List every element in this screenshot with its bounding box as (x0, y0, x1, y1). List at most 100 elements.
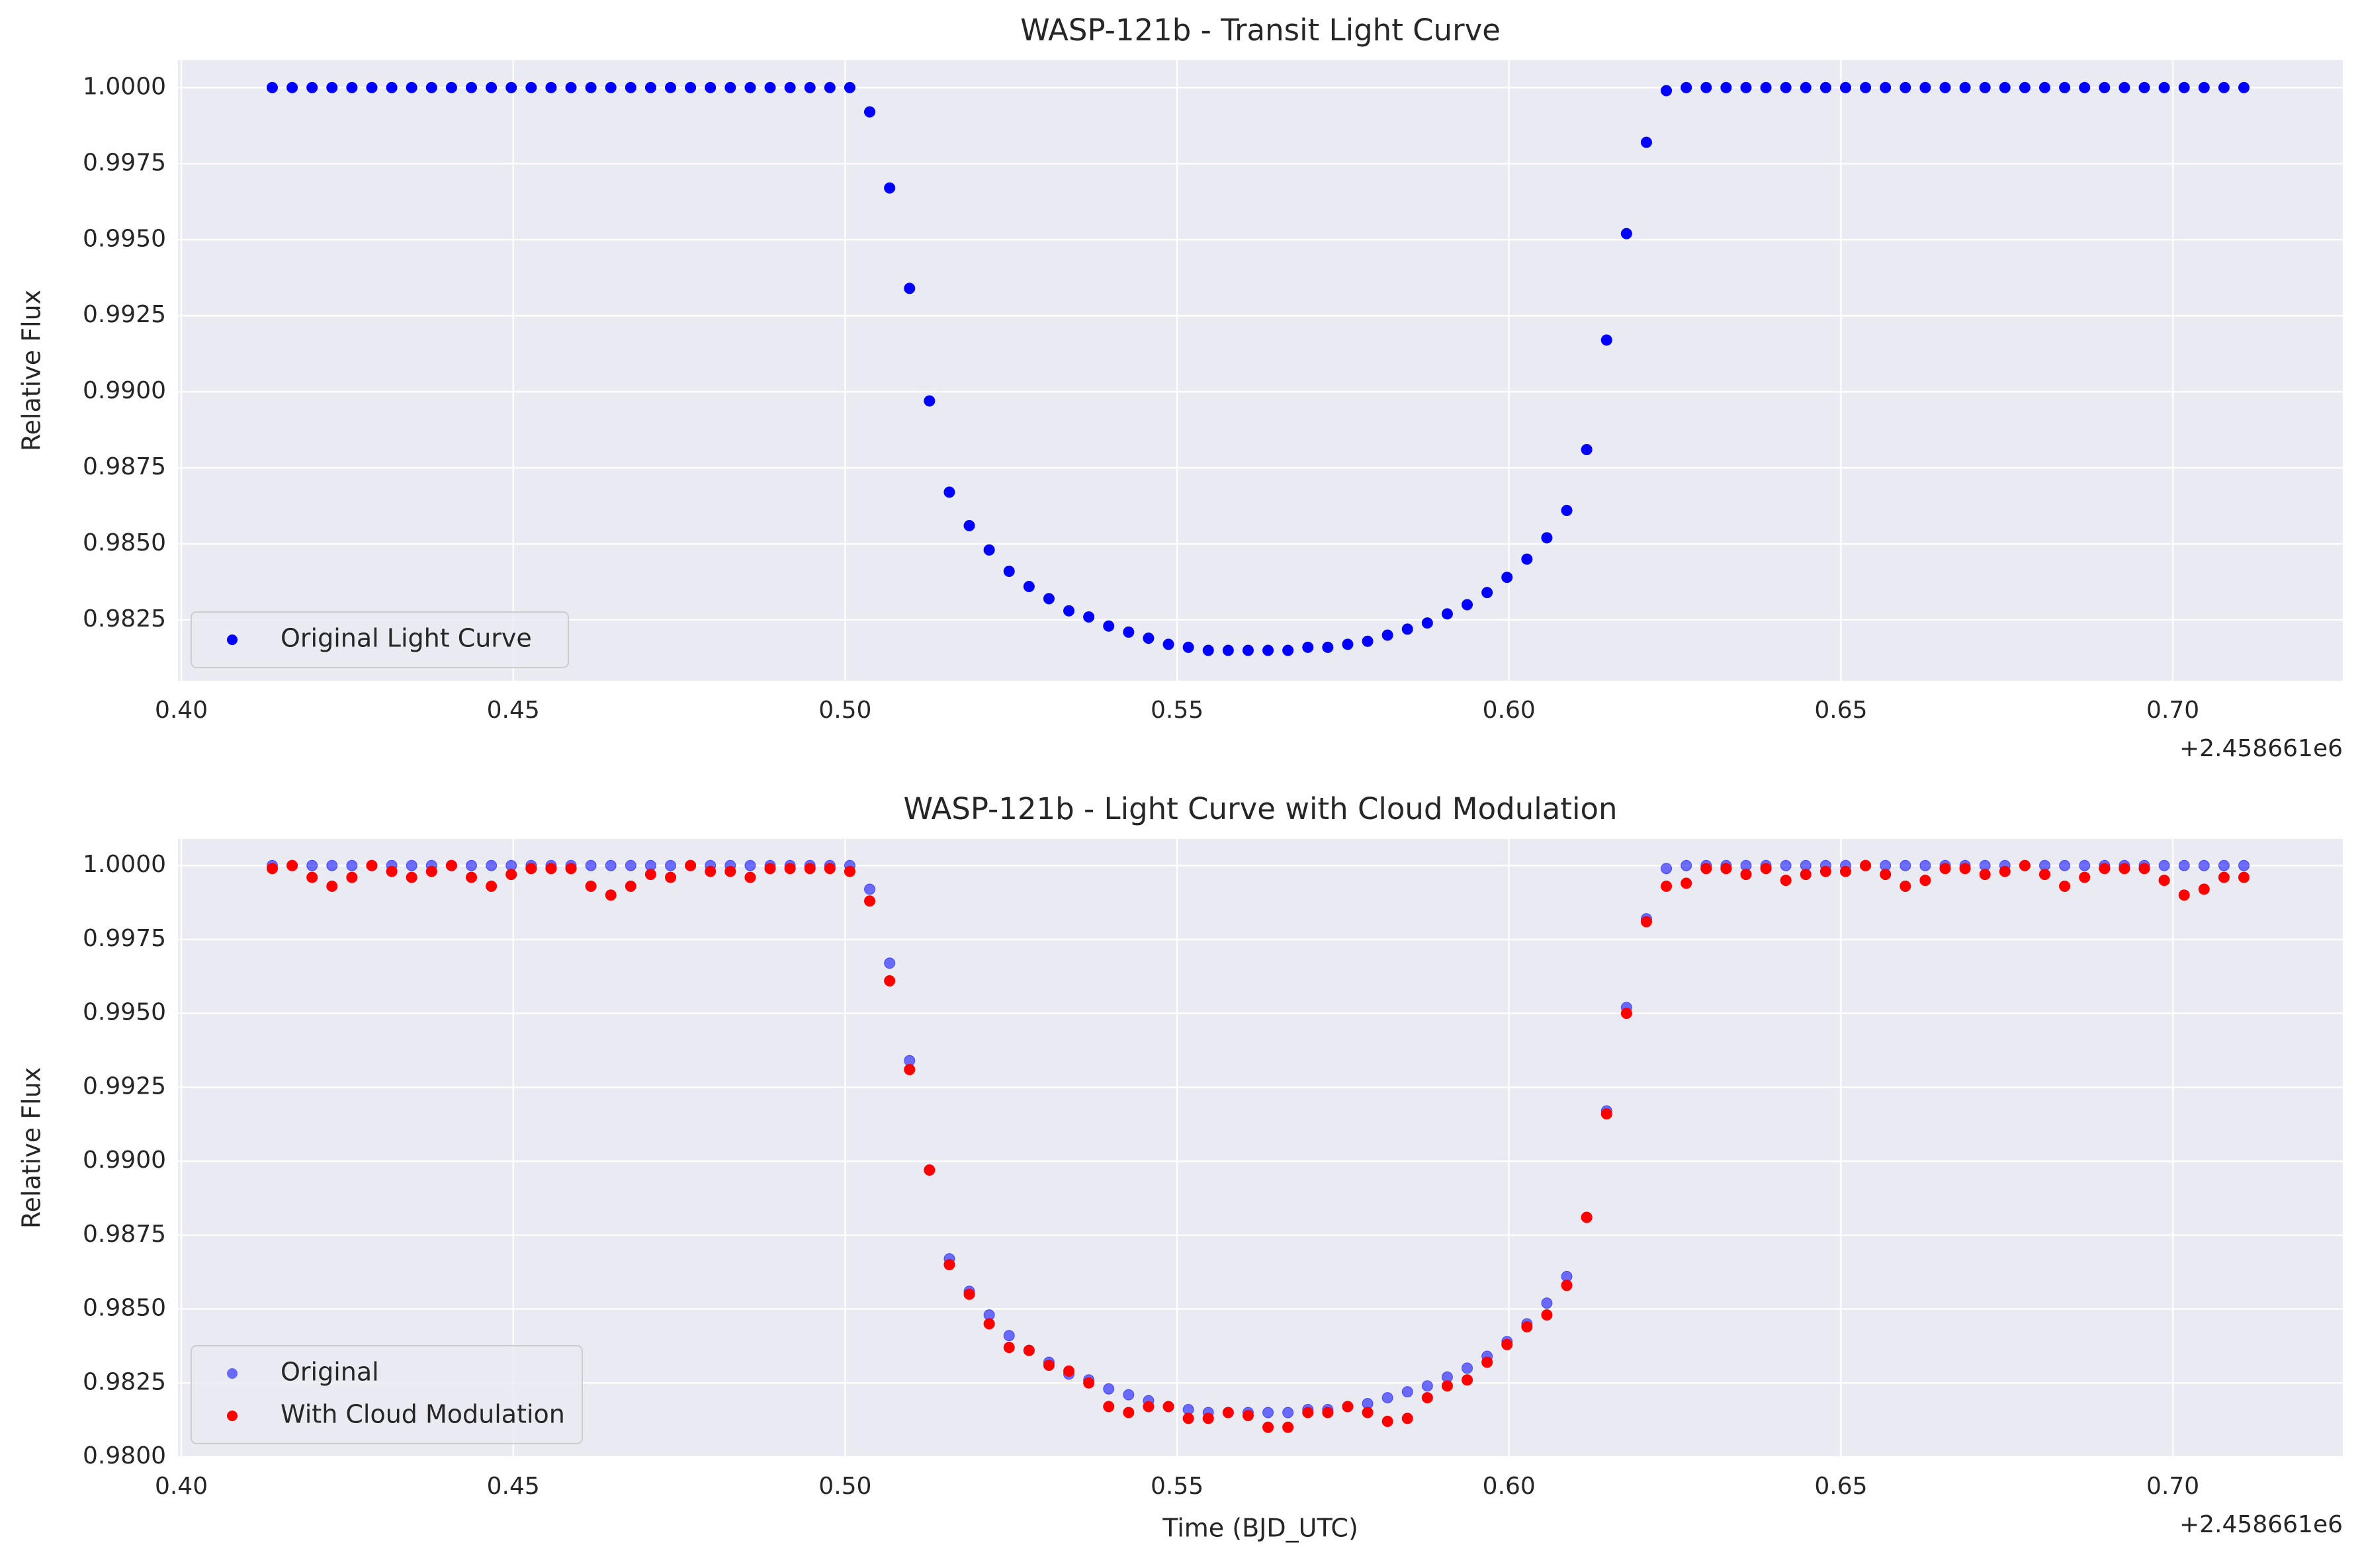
data-point (1063, 605, 1075, 617)
data-point (963, 520, 975, 531)
legend-marker (227, 1411, 238, 1421)
data-point (1043, 1359, 1055, 1371)
data-point (1640, 916, 1652, 928)
data-point (2138, 863, 2150, 875)
data-point (425, 81, 437, 93)
x-tick-label: 0.50 (818, 697, 871, 724)
data-point (2218, 859, 2230, 871)
data-point (644, 869, 656, 881)
data-point (406, 871, 417, 883)
data-point (266, 81, 278, 93)
data-point (1681, 877, 1692, 889)
data-point (1362, 635, 1374, 647)
y-tick-label: 0.9800 (83, 1442, 166, 1469)
data-point (1919, 81, 1931, 93)
data-point (1720, 863, 1732, 875)
data-point (1860, 81, 1872, 93)
data-point (306, 871, 318, 883)
data-point (724, 865, 736, 877)
y-tick-label: 1.0000 (83, 73, 166, 100)
data-point (2178, 889, 2190, 901)
data-point (983, 544, 995, 556)
data-point (1760, 81, 1772, 93)
data-point (764, 863, 776, 875)
data-point (565, 81, 577, 93)
data-point (585, 859, 597, 871)
data-point (1103, 620, 1115, 632)
data-point (505, 869, 517, 881)
data-point (1959, 863, 1971, 875)
data-point (1202, 644, 1214, 656)
data-point (366, 81, 378, 93)
data-point (1381, 629, 1393, 641)
y-tick-label: 0.9925 (83, 301, 166, 328)
data-point (1421, 1380, 1433, 1392)
data-point (884, 975, 896, 987)
data-point (2238, 871, 2250, 883)
data-point (1003, 565, 1015, 577)
data-point (2138, 81, 2150, 93)
data-point (1182, 641, 1194, 653)
data-point (326, 881, 338, 893)
data-point (2099, 81, 2111, 93)
y-tick-label: 0.9950 (83, 999, 166, 1026)
data-point (2038, 869, 2050, 881)
data-point (924, 1164, 936, 1176)
data-point (1681, 859, 1692, 871)
data-point (744, 859, 756, 871)
data-point (1600, 334, 1612, 346)
data-point (884, 957, 896, 969)
legend-box (191, 611, 569, 668)
data-point (2158, 81, 2170, 93)
data-point (2238, 81, 2250, 93)
data-point (1620, 228, 1632, 240)
legend-label: Original (281, 1358, 379, 1387)
y-tick-label: 1.0000 (83, 851, 166, 878)
data-point (864, 106, 876, 118)
data-point (1222, 1407, 1234, 1418)
data-point (1661, 881, 1673, 893)
data-point (1462, 1362, 1473, 1374)
data-point (1900, 859, 1911, 871)
data-point (1462, 599, 1473, 611)
data-point (1780, 81, 1792, 93)
data-point (2019, 859, 2031, 871)
data-point (1681, 81, 1692, 93)
data-point (1900, 881, 1911, 893)
data-point (1262, 1421, 1274, 1433)
data-point (386, 865, 398, 877)
data-point (406, 859, 417, 871)
data-point (1342, 638, 1354, 650)
data-point (1143, 632, 1155, 644)
y-tick-label: 0.9950 (83, 225, 166, 252)
data-point (1282, 644, 1294, 656)
data-point (2218, 871, 2230, 883)
data-point (445, 81, 457, 93)
data-point (1581, 1211, 1593, 1223)
data-point (943, 486, 955, 498)
data-point (1780, 859, 1792, 871)
data-point (585, 81, 597, 93)
data-point (286, 859, 298, 871)
x-axis-label: Time (BJD_UTC) (1162, 1514, 1358, 1543)
data-point (1939, 863, 1951, 875)
data-point (1600, 1108, 1612, 1120)
data-point (605, 889, 617, 901)
y-tick-label: 0.9850 (83, 1295, 166, 1322)
data-point (1880, 869, 1892, 881)
data-point (1561, 505, 1573, 517)
data-point (1541, 1309, 1553, 1321)
data-point (545, 81, 557, 93)
data-point (625, 81, 636, 93)
data-point (1242, 644, 1254, 656)
x-tick-label: 0.65 (1814, 697, 1867, 724)
data-point (1959, 81, 1971, 93)
y-tick-label: 0.9900 (83, 377, 166, 404)
x-tick-label: 0.45 (487, 697, 540, 724)
data-point (1999, 865, 2011, 877)
data-point (605, 859, 617, 871)
data-point (2218, 81, 2230, 93)
data-point (1880, 81, 1892, 93)
data-point (824, 81, 836, 93)
data-point (1700, 863, 1712, 875)
